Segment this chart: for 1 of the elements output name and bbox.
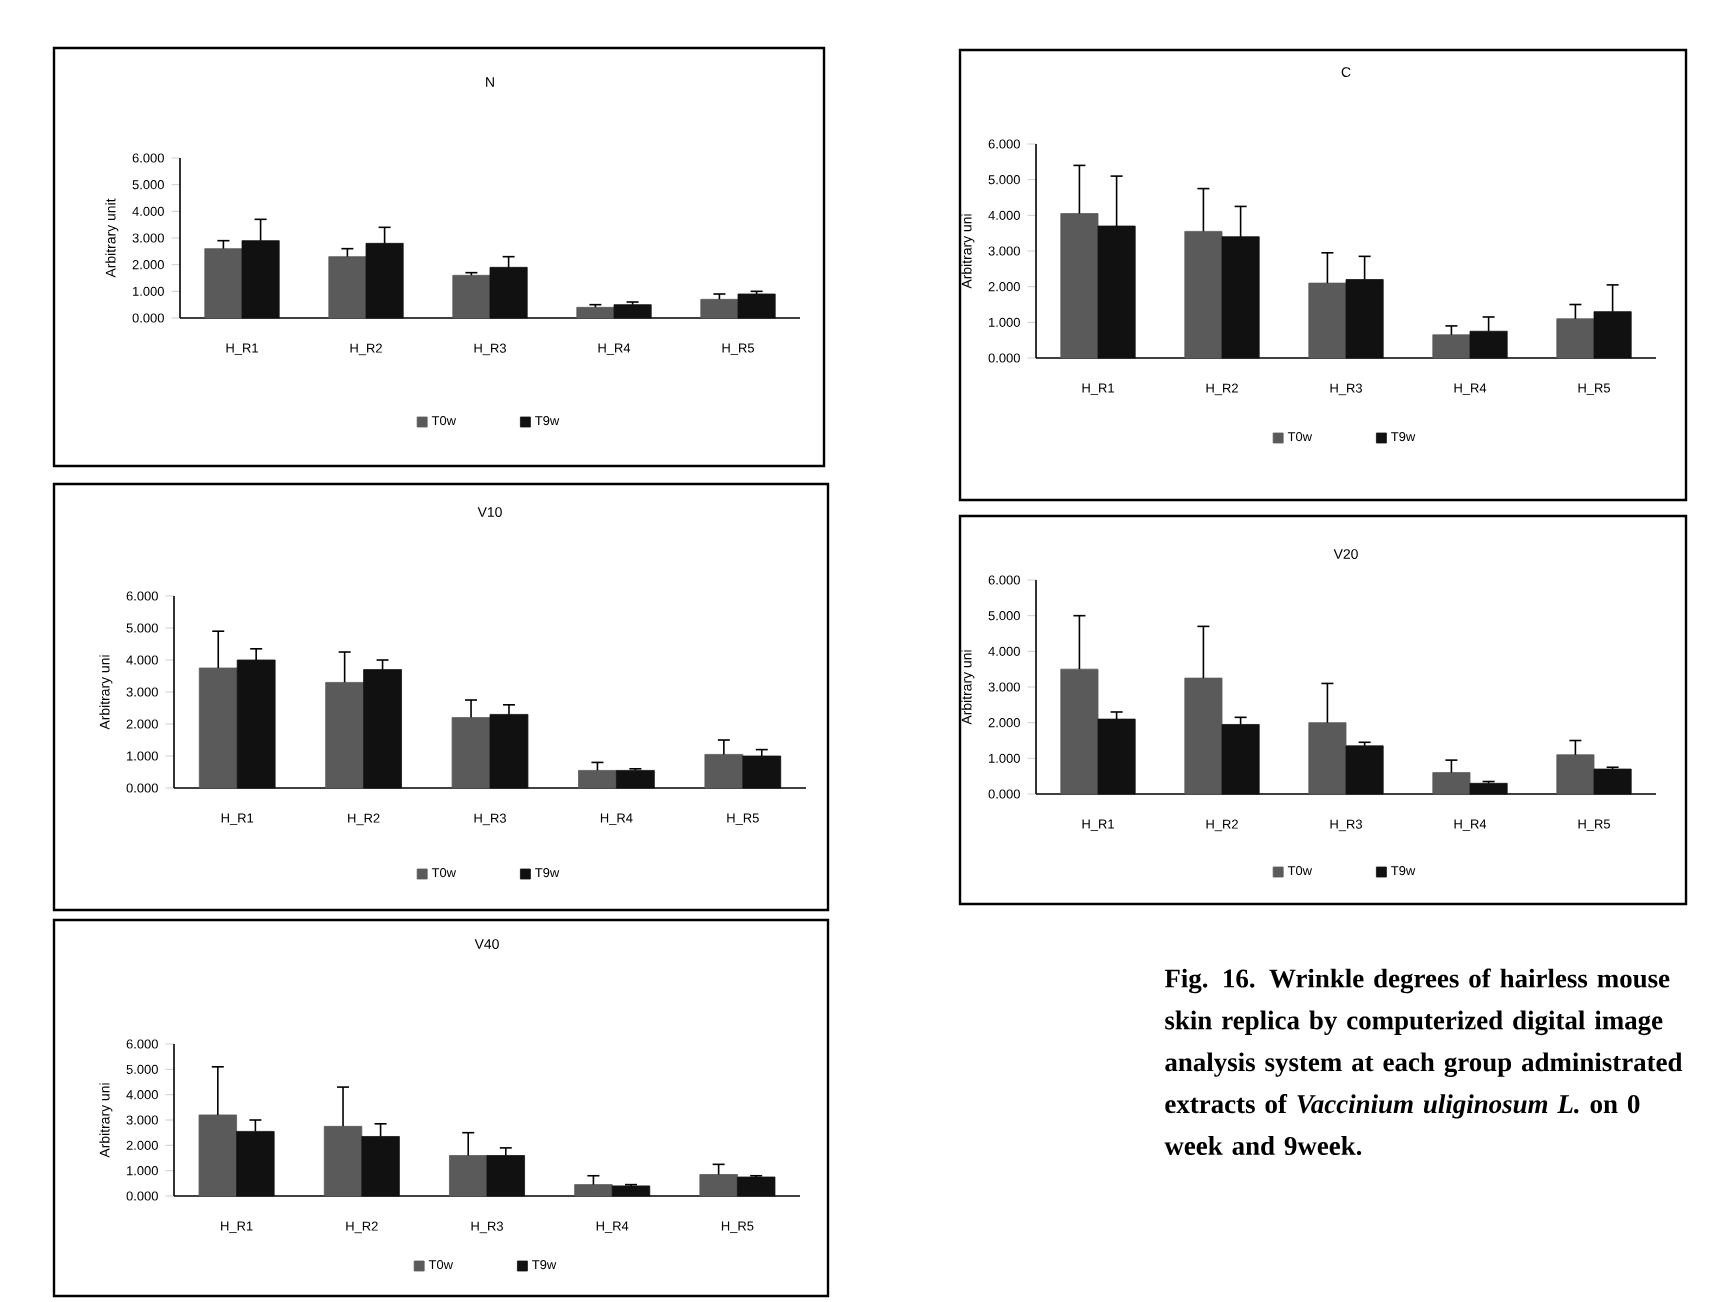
- text: Fig. 16. Wrinkle degrees of hairless mouse skin replica by computerized digital image analysis system at each group administrated extracts of Vaccinium uliginosum L. on 0 week and 9week.: [1164, 968, 1683, 1156]
